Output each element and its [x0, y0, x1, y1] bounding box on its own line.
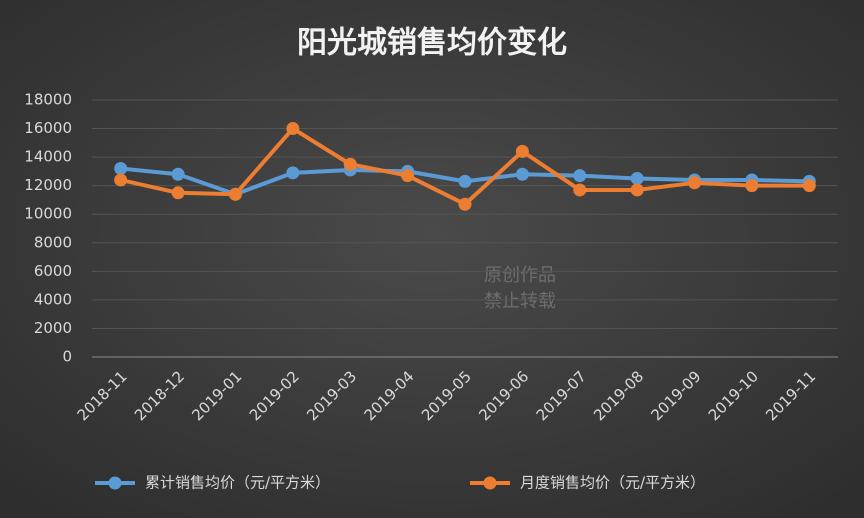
marker — [228, 187, 242, 201]
chart-title: 阳光城销售均价变化 — [297, 26, 567, 61]
marker — [573, 183, 587, 197]
marker — [286, 166, 300, 180]
y-tick-label: 8000 — [34, 233, 72, 251]
marker — [286, 122, 300, 136]
marker — [573, 169, 587, 183]
y-tick-label: 4000 — [34, 290, 72, 308]
y-tick-label: 0 — [62, 348, 72, 366]
marker — [114, 173, 128, 187]
marker — [515, 167, 529, 181]
marker — [745, 179, 759, 193]
legend-swatch — [108, 476, 122, 490]
marker — [458, 197, 472, 211]
legend-label: 月度销售均价（元/平方米） — [520, 474, 705, 492]
marker — [458, 174, 472, 188]
marker — [515, 144, 529, 158]
marker — [802, 179, 816, 193]
marker — [114, 162, 128, 176]
marker — [343, 157, 357, 171]
legend-label: 累计销售均价（元/平方米） — [145, 474, 330, 492]
marker — [401, 169, 415, 183]
marker — [688, 176, 702, 190]
watermark: 禁止转载 — [484, 291, 556, 312]
y-tick-label: 14000 — [24, 148, 72, 166]
marker — [171, 167, 185, 181]
marker — [630, 172, 644, 186]
y-tick-label: 10000 — [24, 205, 72, 223]
y-tick-label: 12000 — [24, 176, 72, 194]
legend-swatch — [483, 476, 497, 490]
y-tick-label: 18000 — [24, 91, 72, 109]
marker — [630, 183, 644, 197]
y-tick-label: 6000 — [34, 262, 72, 280]
marker — [171, 186, 185, 200]
y-tick-label: 16000 — [24, 119, 72, 137]
watermark: 原创作品 — [484, 265, 556, 286]
y-tick-label: 2000 — [34, 319, 72, 337]
